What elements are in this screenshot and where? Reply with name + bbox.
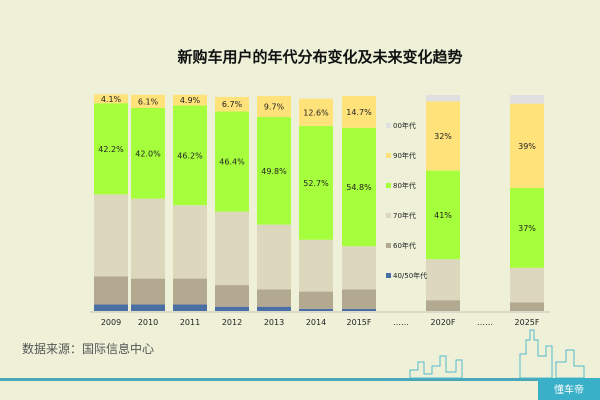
x-tick-label: 2020F bbox=[431, 318, 456, 327]
data-label: 4.9% bbox=[180, 96, 201, 105]
data-label: 42.2% bbox=[98, 145, 124, 154]
bar-segment bbox=[426, 95, 460, 102]
skyline-decoration bbox=[0, 329, 600, 381]
watermark: 懂车帝 bbox=[554, 383, 584, 396]
bar-segment bbox=[173, 278, 207, 305]
data-label: 42.0% bbox=[135, 149, 161, 158]
bar-segment bbox=[342, 308, 376, 311]
legend-swatch bbox=[386, 183, 391, 188]
bar-segment bbox=[94, 194, 128, 277]
bar-segment bbox=[299, 125, 333, 240]
bar-segment bbox=[94, 276, 128, 305]
bar-segment bbox=[173, 105, 207, 206]
bar-segment bbox=[426, 170, 460, 260]
bar-segment bbox=[342, 96, 376, 128]
bar-segment bbox=[342, 289, 376, 309]
bar-segment bbox=[510, 302, 544, 311]
bar-segment bbox=[257, 306, 291, 311]
legend-label: 60年代 bbox=[393, 241, 416, 250]
bar-segment bbox=[215, 285, 249, 307]
bar-segment bbox=[94, 94, 128, 104]
legend-swatch bbox=[386, 213, 391, 218]
bar-segment bbox=[426, 101, 460, 171]
bar-segment bbox=[426, 300, 460, 311]
bar-segment bbox=[131, 278, 165, 305]
x-tick-label: 2011 bbox=[180, 318, 200, 327]
bar-segment bbox=[510, 187, 544, 268]
bar-segment bbox=[426, 259, 460, 301]
bar-segment bbox=[342, 127, 376, 247]
bar-segment bbox=[299, 98, 333, 126]
bar-segment bbox=[257, 117, 291, 225]
data-label: 49.8% bbox=[261, 167, 287, 176]
bar-segment bbox=[299, 239, 333, 292]
legend-label: 40/50年代 bbox=[393, 271, 427, 280]
chart-title: 新购车用户的年代分布变化及未来变化趋势 bbox=[177, 48, 462, 66]
bar-segment bbox=[131, 304, 165, 311]
legend-label: 90年代 bbox=[393, 151, 416, 160]
bar-segment bbox=[131, 198, 165, 279]
legend-label: 80年代 bbox=[393, 181, 416, 190]
x-tick-label: 2025F bbox=[515, 318, 540, 327]
bar-segment bbox=[257, 289, 291, 307]
x-tick-label: 2015F bbox=[347, 318, 372, 327]
data-label: 46.2% bbox=[177, 151, 203, 160]
data-label: 6.1% bbox=[138, 97, 159, 106]
legend-label: 00年代 bbox=[393, 121, 416, 130]
data-label: 52.7% bbox=[303, 179, 329, 188]
legend-label: 70年代 bbox=[393, 211, 416, 220]
data-label: 14.7% bbox=[346, 108, 372, 117]
data-label: 12.6% bbox=[303, 108, 329, 117]
bar-segment bbox=[173, 205, 207, 279]
plot-area: 42.2% 4.1% 2009 42.0% 6.1% 2010 46.2% 4.9% 2011 4… bbox=[94, 94, 544, 327]
legend-swatch bbox=[386, 243, 391, 248]
data-label: 41% bbox=[434, 211, 452, 220]
data-label: 32% bbox=[434, 132, 452, 141]
bar-segment bbox=[215, 211, 249, 286]
x-tick-label: …… bbox=[477, 318, 493, 327]
bar-segment bbox=[510, 103, 544, 188]
bar-segment bbox=[94, 304, 128, 311]
bar-segment bbox=[173, 304, 207, 311]
legend-swatch bbox=[386, 123, 391, 128]
bar-segment bbox=[299, 291, 333, 309]
data-label: 4.1% bbox=[101, 95, 122, 104]
legend: 00年代 90年代 80年代 70年代 60年代 40/50年代 bbox=[386, 121, 427, 280]
bar-segment bbox=[215, 111, 249, 212]
bar-segment bbox=[131, 94, 165, 108]
bar-segment bbox=[257, 224, 291, 290]
bar-segment bbox=[510, 267, 544, 303]
data-label: 6.7% bbox=[222, 100, 243, 109]
legend-swatch bbox=[386, 153, 391, 158]
watermark-badge bbox=[538, 378, 600, 400]
x-tick-label: 2010 bbox=[138, 318, 158, 327]
bar-segment bbox=[215, 96, 249, 112]
x-tick-label: 2012 bbox=[222, 318, 242, 327]
source-note: 数据来源：国际信息中心 bbox=[22, 341, 154, 356]
bar-segment bbox=[215, 306, 249, 311]
bar-segment bbox=[299, 308, 333, 311]
x-tick-label: 2014 bbox=[306, 318, 326, 327]
bar-segment bbox=[342, 246, 376, 290]
data-label: 54.8% bbox=[346, 183, 372, 192]
bar-segment bbox=[131, 107, 165, 199]
bar-segment bbox=[257, 96, 291, 118]
x-tick-label: …… bbox=[393, 318, 409, 327]
bar-segment bbox=[94, 103, 128, 195]
data-label: 39% bbox=[518, 142, 536, 151]
x-tick-label: 2013 bbox=[264, 318, 284, 327]
data-label: 9.7% bbox=[264, 103, 285, 112]
x-tick-label: 2009 bbox=[101, 318, 121, 327]
bar-segment bbox=[510, 95, 544, 104]
data-label: 46.4% bbox=[219, 158, 245, 167]
bar-segment bbox=[173, 94, 207, 106]
data-label: 37% bbox=[518, 224, 536, 233]
legend-swatch bbox=[386, 273, 391, 278]
